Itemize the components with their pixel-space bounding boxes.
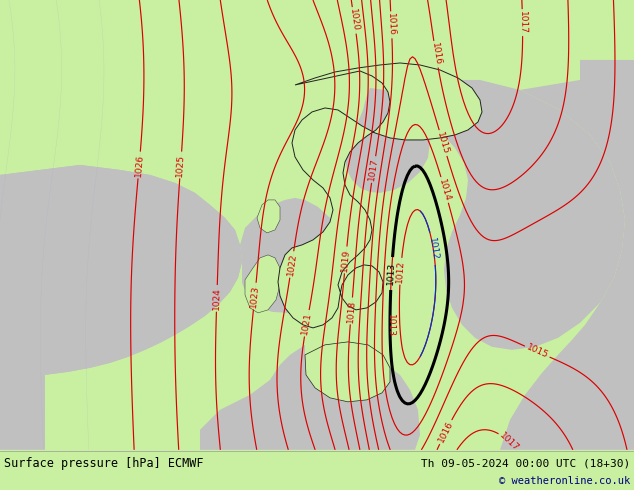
Text: 1013: 1013 <box>385 314 394 337</box>
Text: 1019: 1019 <box>340 248 351 272</box>
Polygon shape <box>305 342 390 402</box>
Text: © weatheronline.co.uk: © weatheronline.co.uk <box>499 476 630 486</box>
Text: 1020: 1020 <box>348 8 360 32</box>
Text: 1012: 1012 <box>427 237 439 261</box>
Text: 1018: 1018 <box>346 299 357 323</box>
Polygon shape <box>240 198 345 313</box>
Text: 1017: 1017 <box>498 431 521 453</box>
Text: 1022: 1022 <box>286 252 298 276</box>
Text: Surface pressure [hPa] ECMWF: Surface pressure [hPa] ECMWF <box>4 457 204 470</box>
Text: 1017: 1017 <box>518 11 527 34</box>
Polygon shape <box>500 60 634 450</box>
Polygon shape <box>200 345 420 450</box>
Text: 1021: 1021 <box>301 311 313 335</box>
Text: 1016: 1016 <box>386 13 396 37</box>
Polygon shape <box>0 165 242 378</box>
Polygon shape <box>345 88 430 193</box>
Polygon shape <box>0 165 242 450</box>
Text: Th 09-05-2024 00:00 UTC (18+30): Th 09-05-2024 00:00 UTC (18+30) <box>421 459 630 469</box>
Polygon shape <box>348 265 383 310</box>
Text: 1017: 1017 <box>367 157 380 182</box>
Polygon shape <box>278 63 482 328</box>
Text: 1015: 1015 <box>436 131 451 155</box>
Text: 1012: 1012 <box>396 260 406 283</box>
Text: 1013: 1013 <box>386 262 397 285</box>
Text: 1015: 1015 <box>525 343 550 361</box>
Text: 1025: 1025 <box>176 153 186 177</box>
Polygon shape <box>427 80 625 350</box>
Polygon shape <box>245 255 280 313</box>
Text: 1023: 1023 <box>249 284 261 308</box>
Polygon shape <box>257 200 280 233</box>
Text: 1014: 1014 <box>437 178 452 202</box>
Text: 1026: 1026 <box>134 153 145 177</box>
Text: 1016: 1016 <box>436 420 455 444</box>
Text: 1016: 1016 <box>430 42 442 66</box>
Text: 1024: 1024 <box>212 287 222 310</box>
